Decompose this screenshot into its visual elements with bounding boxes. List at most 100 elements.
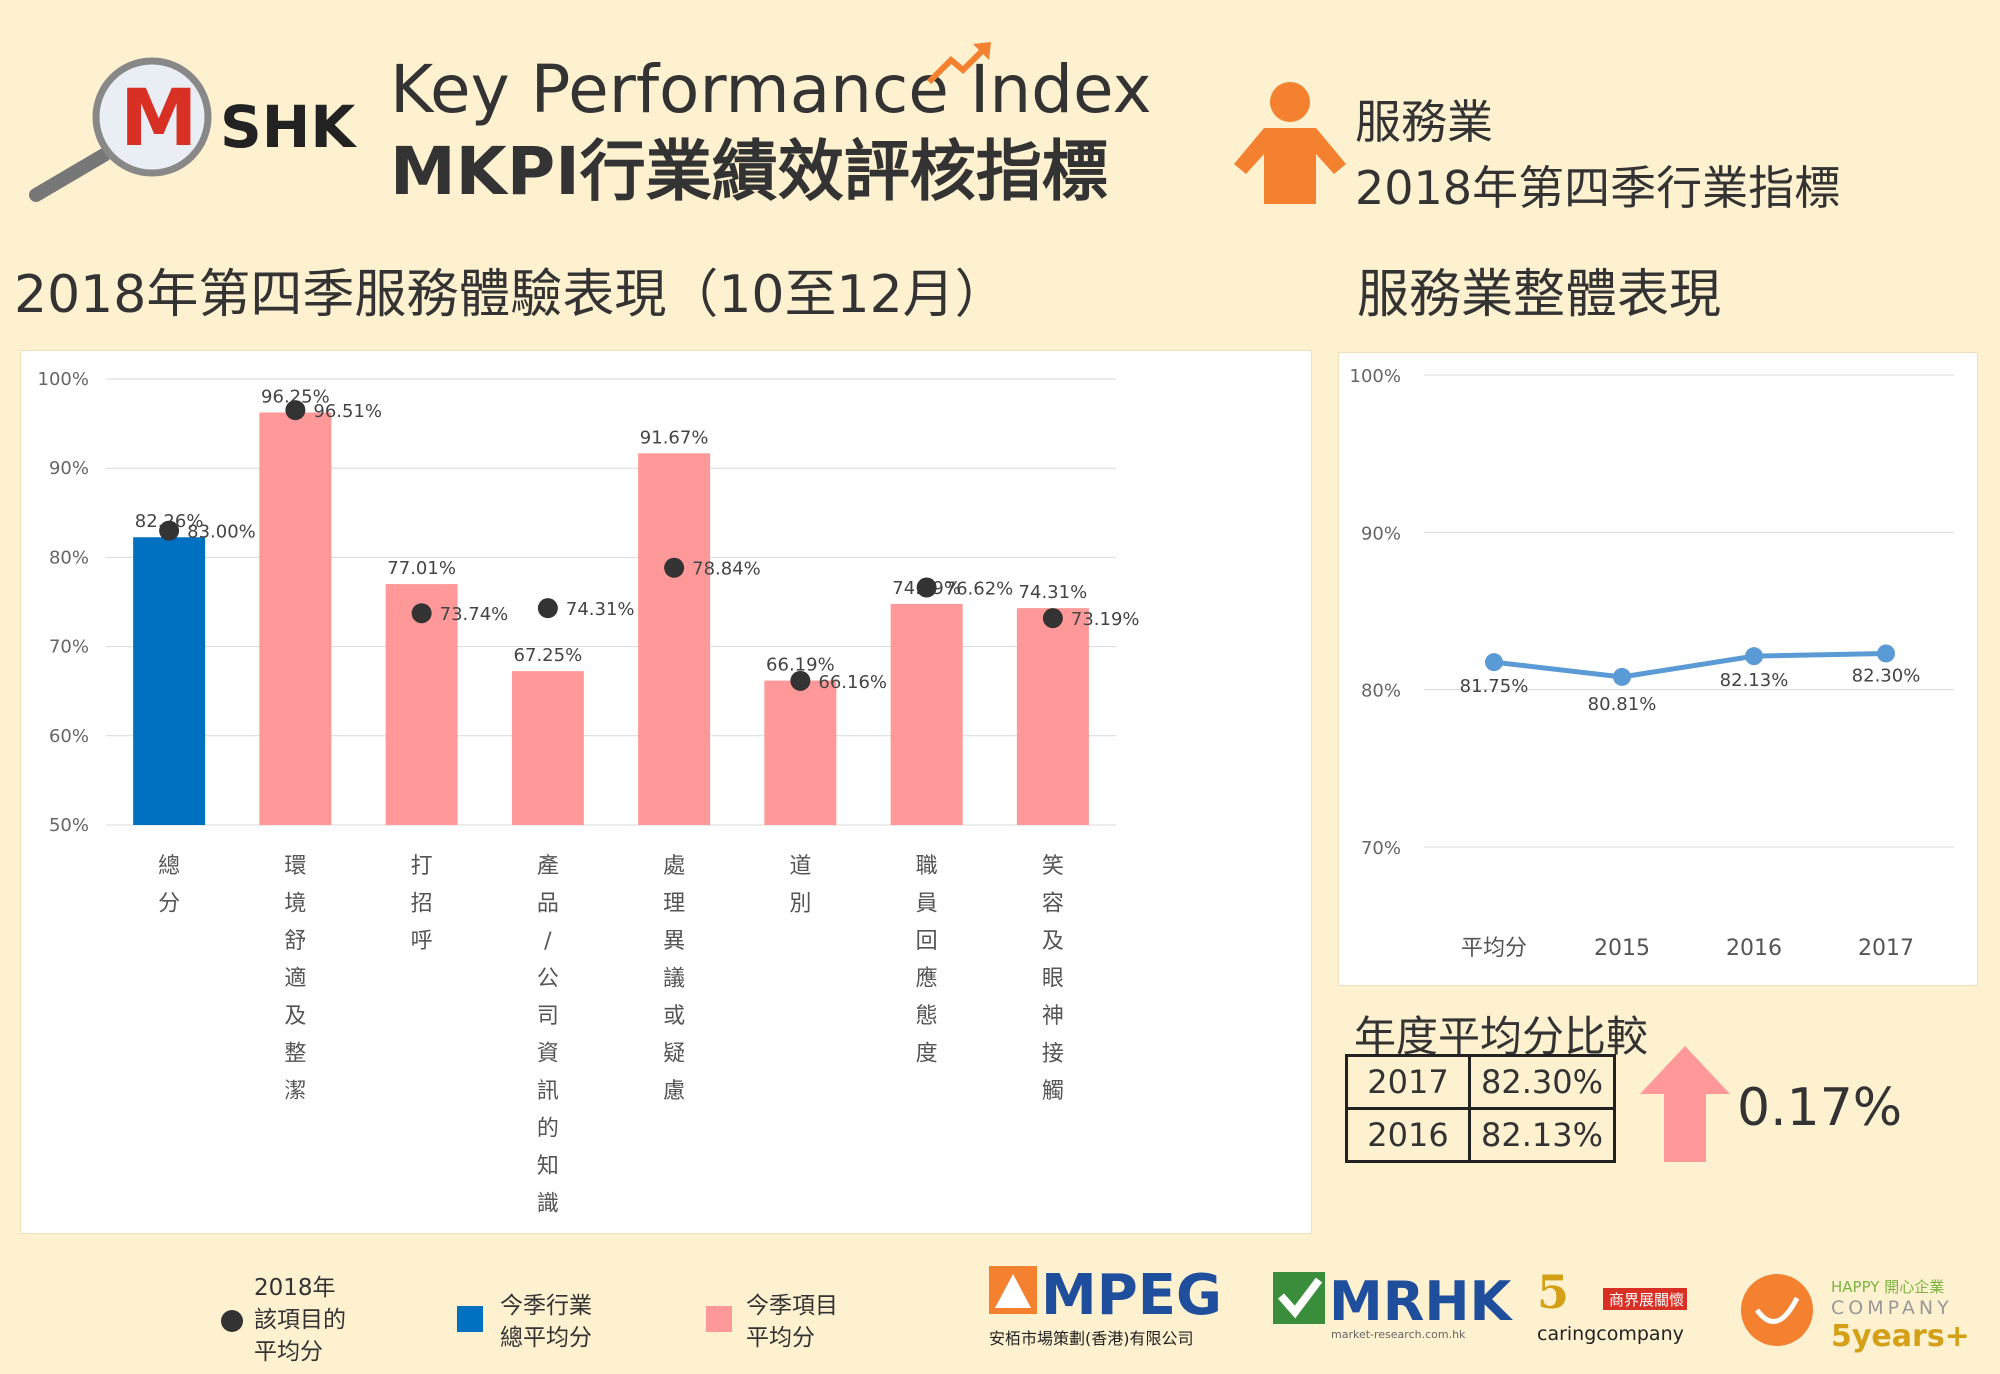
- table-row: 2017 82.30%: [1345, 1054, 1617, 1110]
- category-label: 品: [537, 892, 559, 917]
- yoy-table: 2017 82.30% 2016 82.13%: [1345, 1054, 1617, 1163]
- industry-name: 服務業: [1355, 95, 1493, 149]
- industry-subtitle: 2018年第四季行業指標: [1355, 161, 1841, 215]
- happy-company-logo: HAPPY 開心企業 COMPANY 5years+: [1741, 1274, 1970, 1354]
- y-tick-label: 80%: [1361, 681, 1401, 702]
- yoy-value: 82.30%: [1467, 1054, 1617, 1110]
- dot-value-label: 73.19%: [1071, 609, 1140, 630]
- category-label: 慮: [663, 1079, 685, 1104]
- footer-logos: MPEG 安栢市場策劃(香港)有限公司 MRHK market-research…: [989, 1263, 1970, 1354]
- bar-chart-panel: 50%60%70%80%90%100%82.26%83.00%總分96.25%9…: [20, 350, 1312, 1234]
- mpeg-logo: MPEG 安栢市場策劃(香港)有限公司: [989, 1263, 1222, 1348]
- bar-value-label: 74.31%: [1019, 582, 1088, 603]
- category-label: 員: [916, 892, 938, 917]
- dot-value-label: 96.51%: [313, 401, 382, 422]
- yoy-year: 2016: [1345, 1107, 1471, 1163]
- category-label: 舒: [284, 929, 306, 954]
- y-tick-label: 60%: [49, 726, 89, 747]
- line-value-label: 82.30%: [1852, 665, 1921, 686]
- dot-value-label: 78.84%: [692, 559, 761, 580]
- dot-point: [537, 598, 558, 619]
- category-label: 眼: [1042, 967, 1064, 992]
- caring-company-logo: 5 商界展關懷 caringcompany: [1537, 1265, 1687, 1345]
- y-tick-label: 100%: [1350, 366, 1401, 387]
- main-heading: 2018年第四季服務體驗表現（10至12月）: [14, 265, 1007, 325]
- category-label: 公: [537, 967, 559, 992]
- svg-text:SHK: SHK: [220, 93, 357, 161]
- category-label: 觸: [1042, 1079, 1064, 1104]
- trend-arrow-icon: [926, 42, 991, 85]
- x-tick-label: 2017: [1858, 936, 1914, 961]
- bar-value-label: 91.67%: [640, 427, 709, 448]
- bar: [764, 680, 837, 825]
- line-chart: 70% 80% 90% 100% 81.75% 平均分 80.81% 2015 82.13% 20…: [1350, 366, 1954, 961]
- bar: [638, 453, 711, 825]
- legend-dot-label: 2018年 該項目的 平均分: [254, 1275, 346, 1365]
- category-label: 異: [663, 929, 685, 954]
- category-label: 應: [916, 966, 938, 992]
- category-label: 道: [789, 854, 811, 879]
- y-tick-label: 90%: [1361, 523, 1401, 544]
- line-point: [1485, 653, 1503, 672]
- x-tick-label: 2015: [1594, 936, 1650, 961]
- category-label: 打: [411, 854, 433, 879]
- category-label: 環: [284, 854, 306, 879]
- category-label: 及: [1042, 929, 1064, 954]
- category-label: /: [544, 929, 552, 954]
- mshk-logo: M SHK: [29, 57, 357, 202]
- category-label: 潔: [284, 1079, 306, 1104]
- yoy-change: 0.17%: [1737, 1078, 1903, 1138]
- dot-point: [285, 400, 306, 421]
- category-label: 識: [537, 1192, 559, 1217]
- category-label: 適: [284, 967, 306, 992]
- bar: [890, 603, 963, 825]
- category-label: 神: [1042, 1004, 1064, 1029]
- table-row: 2016 82.13%: [1345, 1107, 1617, 1163]
- dot-point: [916, 577, 937, 598]
- x-tick-label: 平均分: [1461, 936, 1527, 961]
- svg-text:HAPPY 開心企業: HAPPY 開心企業: [1831, 1278, 1944, 1296]
- legend-item-label: 今季項目 平均分: [746, 1293, 838, 1351]
- category-label: 的: [537, 1117, 559, 1142]
- y-tick-label: 100%: [38, 369, 89, 390]
- y-tick-label: 90%: [49, 458, 89, 479]
- dot-value-label: 66.16%: [818, 672, 887, 693]
- x-tick-label: 2016: [1726, 936, 1782, 961]
- bar-value-label: 96.25%: [261, 386, 330, 407]
- line-point: [1613, 667, 1631, 686]
- line-point: [1877, 644, 1895, 663]
- category-label: 資: [537, 1042, 559, 1067]
- dot-value-label: 76.62%: [945, 579, 1014, 600]
- mrhk-logo: MRHK market-research.com.hk: [1273, 1270, 1514, 1341]
- legend-dot-icon: [221, 1310, 243, 1332]
- line-value-label: 80.81%: [1588, 694, 1657, 715]
- category-label: 或: [663, 1004, 685, 1029]
- dot-point: [790, 670, 811, 691]
- svg-text:安栢市場策劃(香港)有限公司: 安栢市場策劃(香港)有限公司: [989, 1329, 1194, 1348]
- svg-text:caringcompany: caringcompany: [1537, 1323, 1684, 1345]
- category-label: 職: [916, 854, 938, 879]
- side-heading: 服務業整體表現: [1357, 265, 1722, 325]
- dot-value-label: 73.74%: [440, 604, 509, 625]
- line-chart-panel: 70% 80% 90% 100% 81.75% 平均分 80.81% 2015 82.13% 20…: [1338, 352, 1978, 986]
- bar-value-label: 77.01%: [387, 558, 456, 579]
- title-zh: MKPI行業績效評核指標: [390, 133, 1108, 210]
- category-label: 招: [411, 892, 433, 917]
- up-arrow-icon: [1640, 1046, 1730, 1162]
- line-value-label: 82.13%: [1720, 670, 1789, 691]
- bar: [385, 584, 458, 825]
- category-label: 知: [537, 1154, 559, 1179]
- svg-text:5years+: 5years+: [1831, 1319, 1970, 1354]
- category-label: 境: [284, 892, 306, 917]
- title-block: Key Performance Index MKPI行業績效評核指標: [390, 50, 1152, 214]
- bar-value-label: 66.19%: [766, 655, 835, 676]
- category-label: 產: [537, 854, 559, 879]
- dot-point: [411, 603, 432, 624]
- bar-value-label: 67.25%: [514, 645, 583, 666]
- yoy-title: 年度平均分比較: [1354, 1012, 1649, 1061]
- dot-point: [159, 520, 180, 541]
- legend-item-swatch: [706, 1306, 732, 1332]
- category-label: 訊: [537, 1079, 559, 1104]
- svg-text:market-research.com.hk: market-research.com.hk: [1331, 1328, 1466, 1341]
- category-label: 議: [663, 967, 685, 992]
